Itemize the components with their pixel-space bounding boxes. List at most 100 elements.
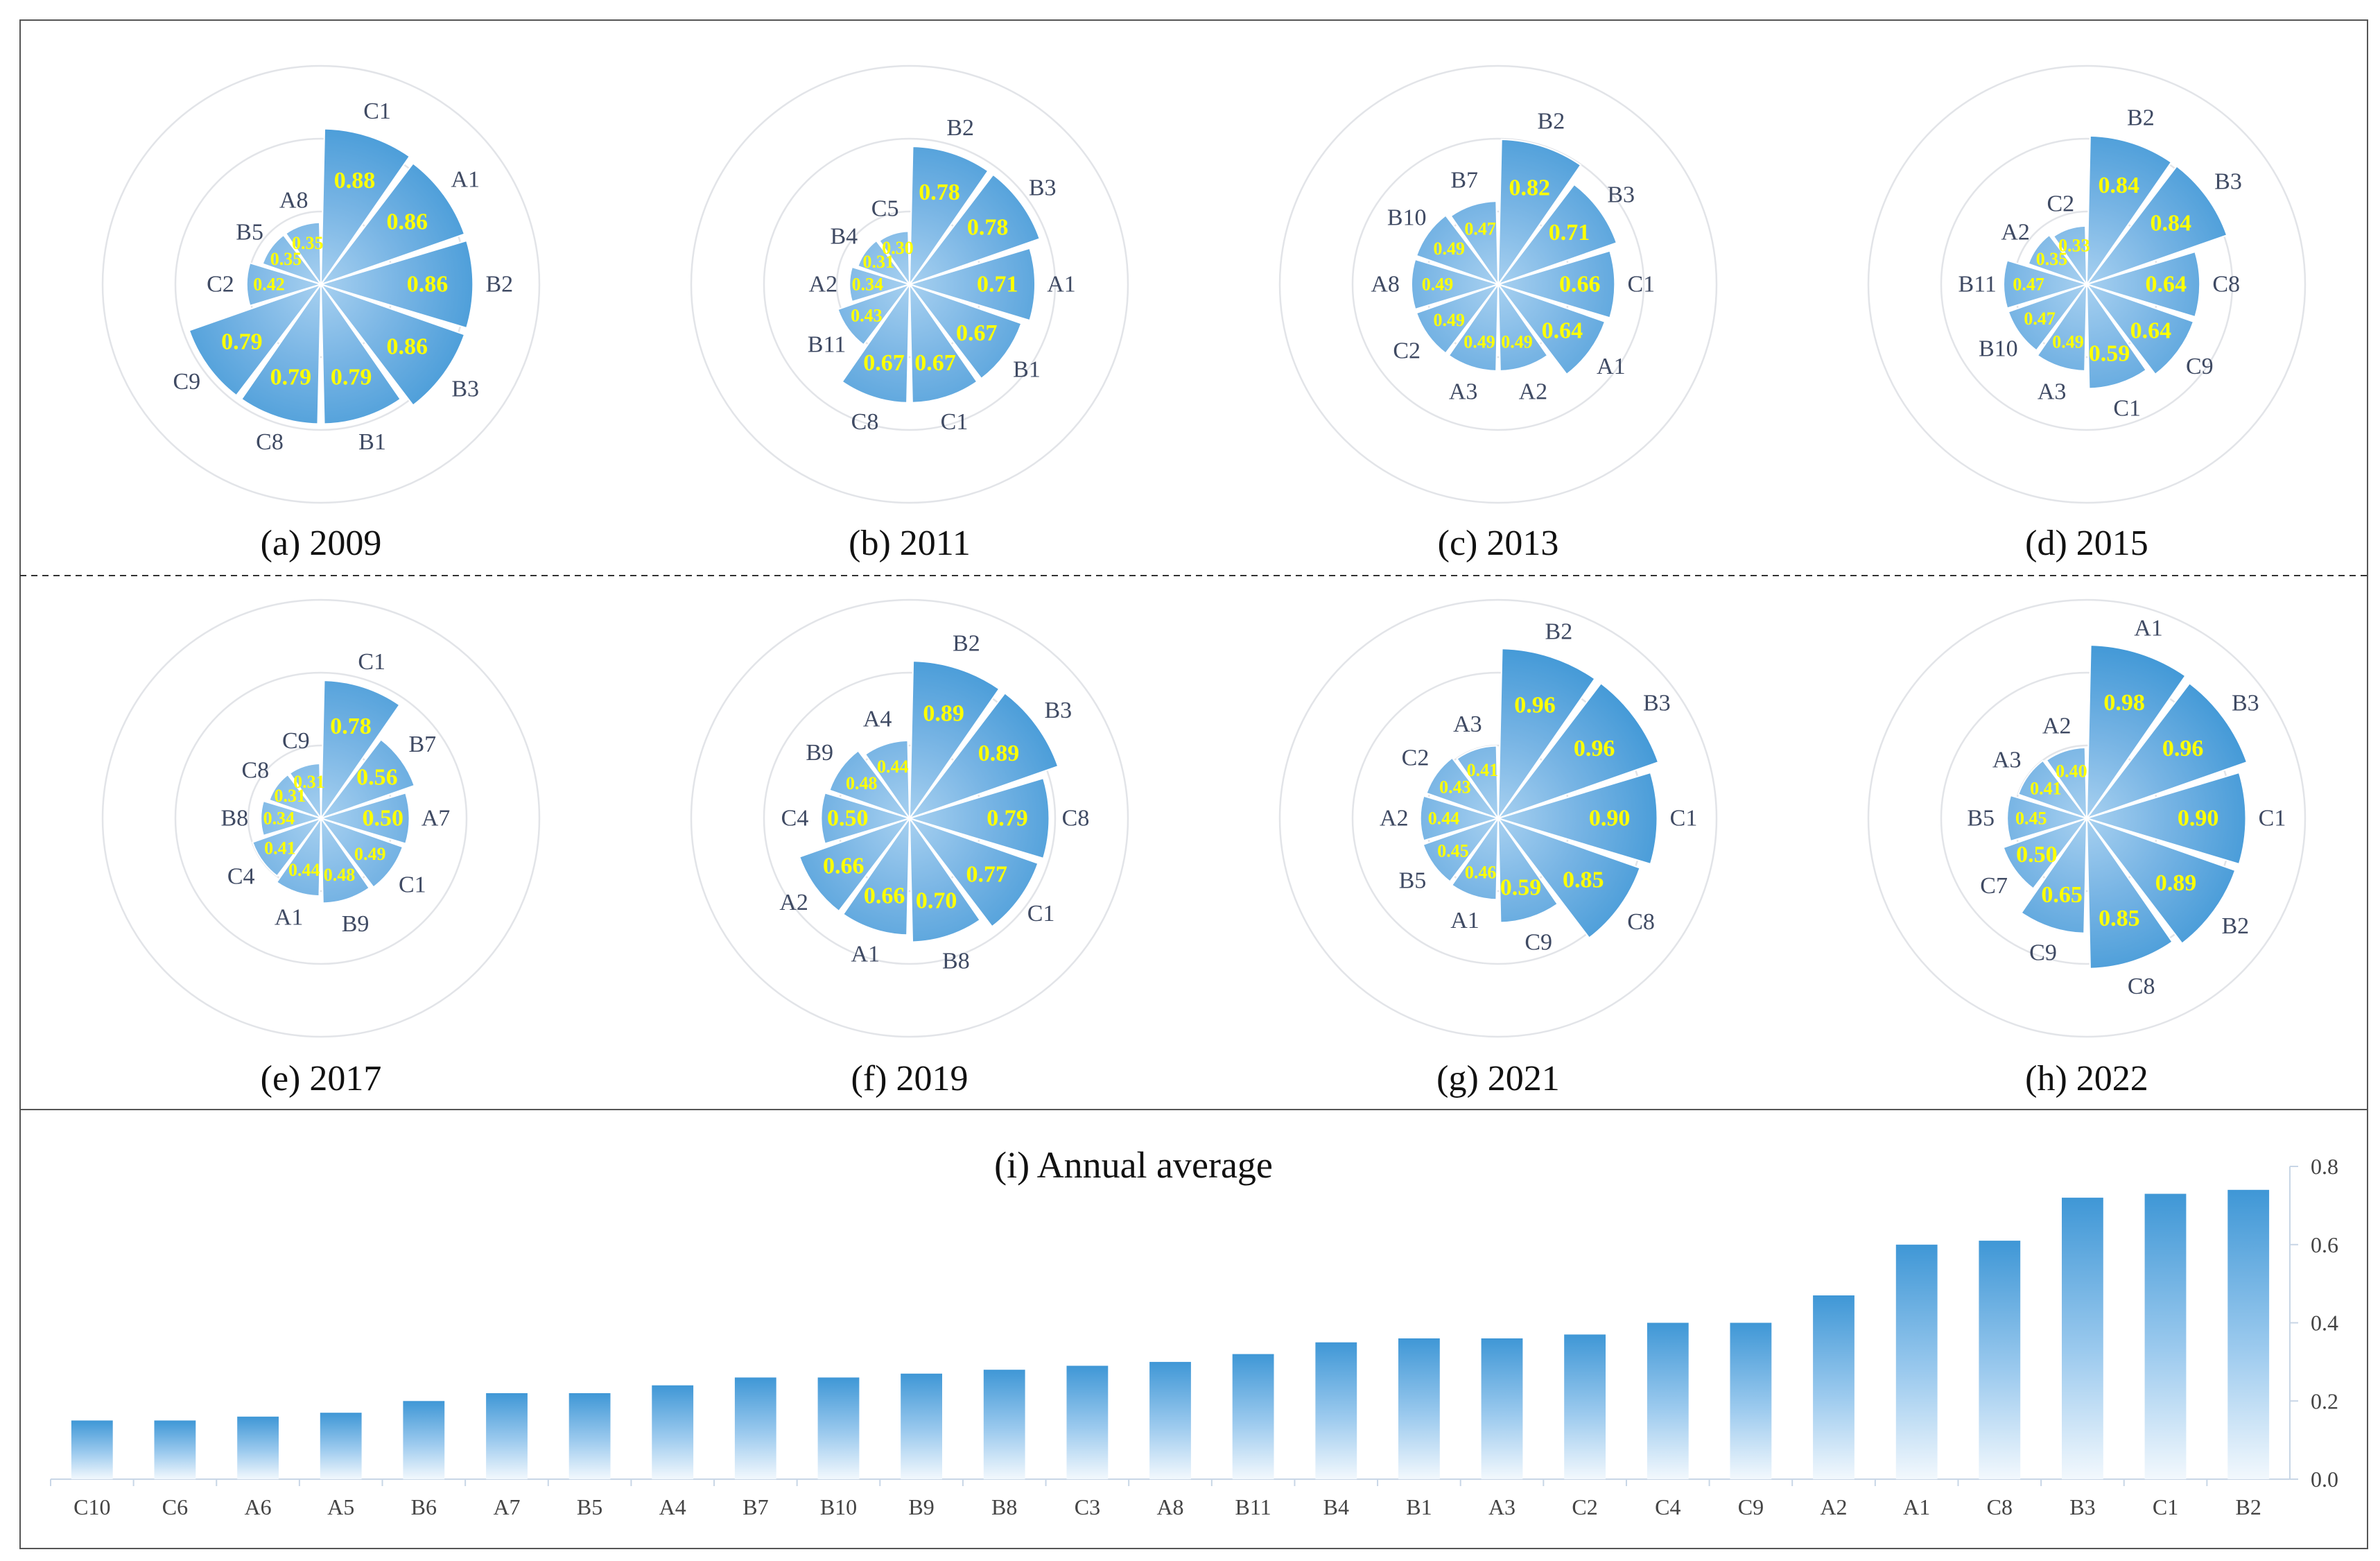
value-label: 0.49	[1433, 239, 1465, 259]
value-label: 0.48	[324, 865, 356, 885]
value-label: 0.35	[2036, 249, 2068, 269]
value-label: 0.41	[2030, 779, 2062, 799]
x-tick-label: B3	[2069, 1494, 2095, 1519]
category-label: A2	[1519, 379, 1548, 405]
x-tick-label: C10	[73, 1494, 110, 1519]
value-label: 0.86	[386, 334, 428, 360]
value-label: 0.41	[1467, 760, 1499, 780]
polar-sector	[1448, 282, 1500, 372]
polar-sector	[1456, 745, 1500, 821]
polar-sector	[1450, 816, 1500, 901]
value-label: 0.79	[987, 806, 1028, 831]
x-tick-label: C4	[1655, 1494, 1680, 1519]
value-label: 0.49	[2052, 332, 2084, 352]
bar	[2144, 1193, 2187, 1479]
bar	[2062, 1198, 2103, 1479]
category-label: A8	[1371, 272, 1400, 297]
category-label: C9	[1525, 930, 1552, 956]
x-tick-label: C2	[1572, 1494, 1597, 1519]
bar	[1564, 1334, 1606, 1479]
value-label: 0.79	[221, 329, 263, 354]
value-label: 0.59	[1500, 875, 1542, 901]
polar-sector	[837, 282, 912, 346]
polar-sector	[2002, 816, 2089, 890]
value-label: 0.67	[914, 350, 956, 376]
category-label: C8	[1062, 806, 1090, 831]
polar-sector	[319, 162, 466, 286]
polar-sector	[240, 282, 322, 425]
category-label: B8	[220, 806, 248, 831]
caption-b: (b) 2011	[849, 524, 971, 563]
value-label: 0.44	[288, 860, 320, 880]
category-label: A2	[1380, 806, 1409, 831]
category-label: A3	[1449, 379, 1478, 405]
polar-sector	[907, 173, 1041, 286]
polar-sector	[284, 221, 322, 287]
polar-sector	[318, 792, 410, 845]
polar-chart-c: 0.820.710.660.640.490.490.490.490.490.47…	[1278, 64, 1718, 504]
category-label: A8	[279, 188, 309, 214]
polar-sector	[828, 750, 912, 820]
polar-sector	[907, 247, 1036, 322]
caption-e: (e) 2017	[261, 1059, 382, 1098]
polar-sector	[849, 266, 912, 303]
polar-sector	[275, 816, 322, 897]
category-label: C8	[1627, 909, 1655, 935]
category-label: C8	[851, 409, 879, 435]
x-tick-label: B6	[411, 1494, 437, 1519]
bar	[1647, 1322, 1689, 1479]
value-label: 0.88	[334, 168, 376, 193]
bar	[320, 1413, 362, 1479]
polar-sector	[1495, 250, 1616, 319]
value-label: 0.66	[1559, 272, 1601, 297]
polar-sector	[320, 128, 411, 287]
polar-sector	[2045, 747, 2088, 821]
grid-ring	[174, 671, 468, 965]
category-label: A3	[1453, 711, 1482, 737]
polar-chart-g: 0.96 0.96 0.90 0.85 0.590.460.45 0.44 0.430.41…	[1278, 598, 1718, 1038]
x-tick-label: A5	[327, 1494, 354, 1519]
value-label: 0.49	[1463, 332, 1495, 352]
polar-sector	[2084, 771, 2247, 865]
polar-sector	[261, 234, 323, 286]
polar-sector	[188, 282, 323, 397]
polar-sector	[2085, 282, 2148, 390]
category-label: C8	[241, 758, 269, 784]
polar-sector	[908, 660, 1000, 821]
polar-sector	[2085, 135, 2173, 287]
value-label: 0.85	[2099, 906, 2140, 931]
x-tick-label: C8	[1987, 1494, 2013, 1519]
polar-sector	[1450, 200, 1500, 287]
category-label: B2	[946, 115, 974, 141]
y-tick-label: 0.6	[2311, 1232, 2338, 1257]
bar	[1481, 1338, 1523, 1479]
polar-sector	[907, 282, 1023, 380]
category-label: A1	[1047, 272, 1076, 297]
bar	[1066, 1365, 1109, 1479]
bar	[1149, 1361, 1191, 1479]
polar-sector	[260, 800, 324, 837]
polar-sector	[1415, 214, 1500, 286]
polar-sector	[319, 282, 466, 406]
category-label: B3	[1029, 175, 1057, 200]
value-label: 0.49	[1433, 310, 1465, 330]
grid-ring	[1351, 137, 1645, 431]
x-tick-label: A8	[1156, 1494, 1183, 1519]
polar-sector	[2085, 816, 2236, 945]
bar	[71, 1420, 113, 1479]
polar-sector	[2052, 225, 2088, 287]
category-label: C9	[2186, 354, 2214, 379]
category-label: B1	[1013, 356, 1041, 382]
category-label: A2	[779, 890, 808, 915]
category-label: C8	[2212, 272, 2240, 297]
category-label: A1	[1450, 908, 1479, 933]
bar	[1232, 1354, 1274, 1479]
value-label: 0.78	[919, 180, 960, 205]
category-label: B3	[2232, 690, 2259, 716]
x-tick-label: B11	[1235, 1494, 1271, 1519]
value-label: 0.84	[2151, 210, 2192, 236]
category-label: C8	[256, 429, 284, 455]
bar-chart-title: (i) Annual average	[994, 1144, 1273, 1186]
polar-sector	[857, 239, 912, 286]
value-label: 0.79	[331, 365, 372, 390]
